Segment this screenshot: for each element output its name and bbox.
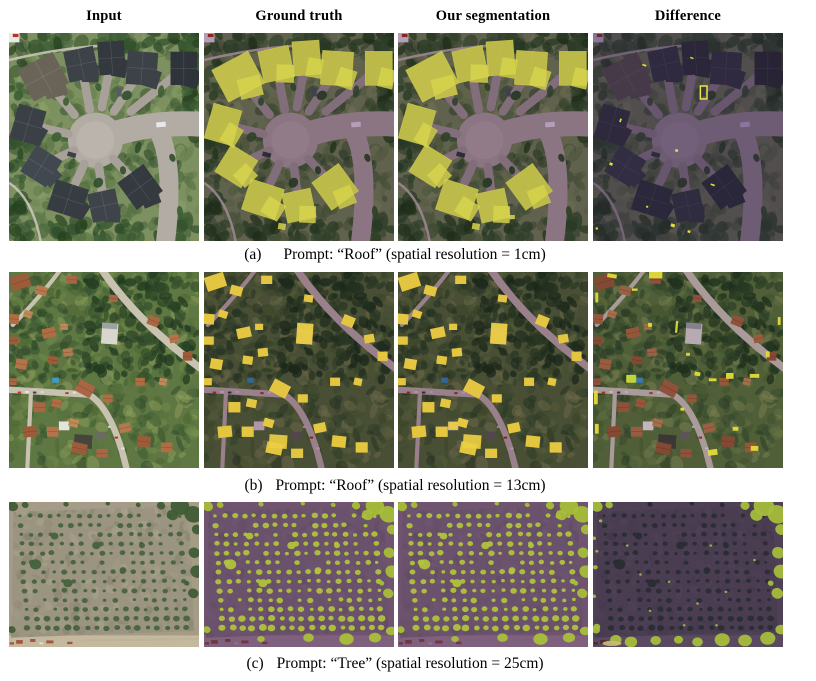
panel-a-ground-truth-image [204,33,394,241]
caption-b-text: Prompt: “Roof” (spatial resolution = 13c… [275,477,546,494]
figure-row-a [0,33,816,241]
caption-c: (c) Prompt: “Tree” (spatial resolution = … [0,655,790,673]
caption-c-label: (c) [246,655,264,672]
panel-c-input-image [9,502,199,647]
caption-a: (a) Prompt: “Roof” (spatial resolution = … [0,246,790,264]
panel-c-ground-truth-image [204,502,394,647]
panel-a-difference-image [593,33,783,241]
figure-row-c [0,502,816,647]
panel-b-difference-image [593,272,783,468]
panel-b-input-image [9,272,199,468]
column-header-difference: Difference [654,8,722,24]
caption-a-label: (a) [244,246,262,263]
caption-b-label: (b) [244,477,263,494]
panel-a-segmentation-image [398,33,588,241]
panel-a-input-image [9,33,199,241]
column-header-our-segmentation: Our segmentation [435,8,551,24]
panel-c-segmentation-image [398,502,588,647]
column-header-input: Input [86,8,122,24]
caption-a-text: Prompt: “Roof” (spatial resolution = 1cm… [283,246,546,263]
panel-c-difference-image [593,502,783,647]
caption-b: (b) Prompt: “Roof” (spatial resolution = … [0,477,790,495]
panel-b-ground-truth-image [204,272,394,468]
caption-c-text: Prompt: “Tree” (spatial resolution = 25c… [276,655,544,672]
panel-b-segmentation-image [398,272,588,468]
figure-row-b [0,272,816,468]
column-header-ground-truth: Ground truth [255,8,343,24]
